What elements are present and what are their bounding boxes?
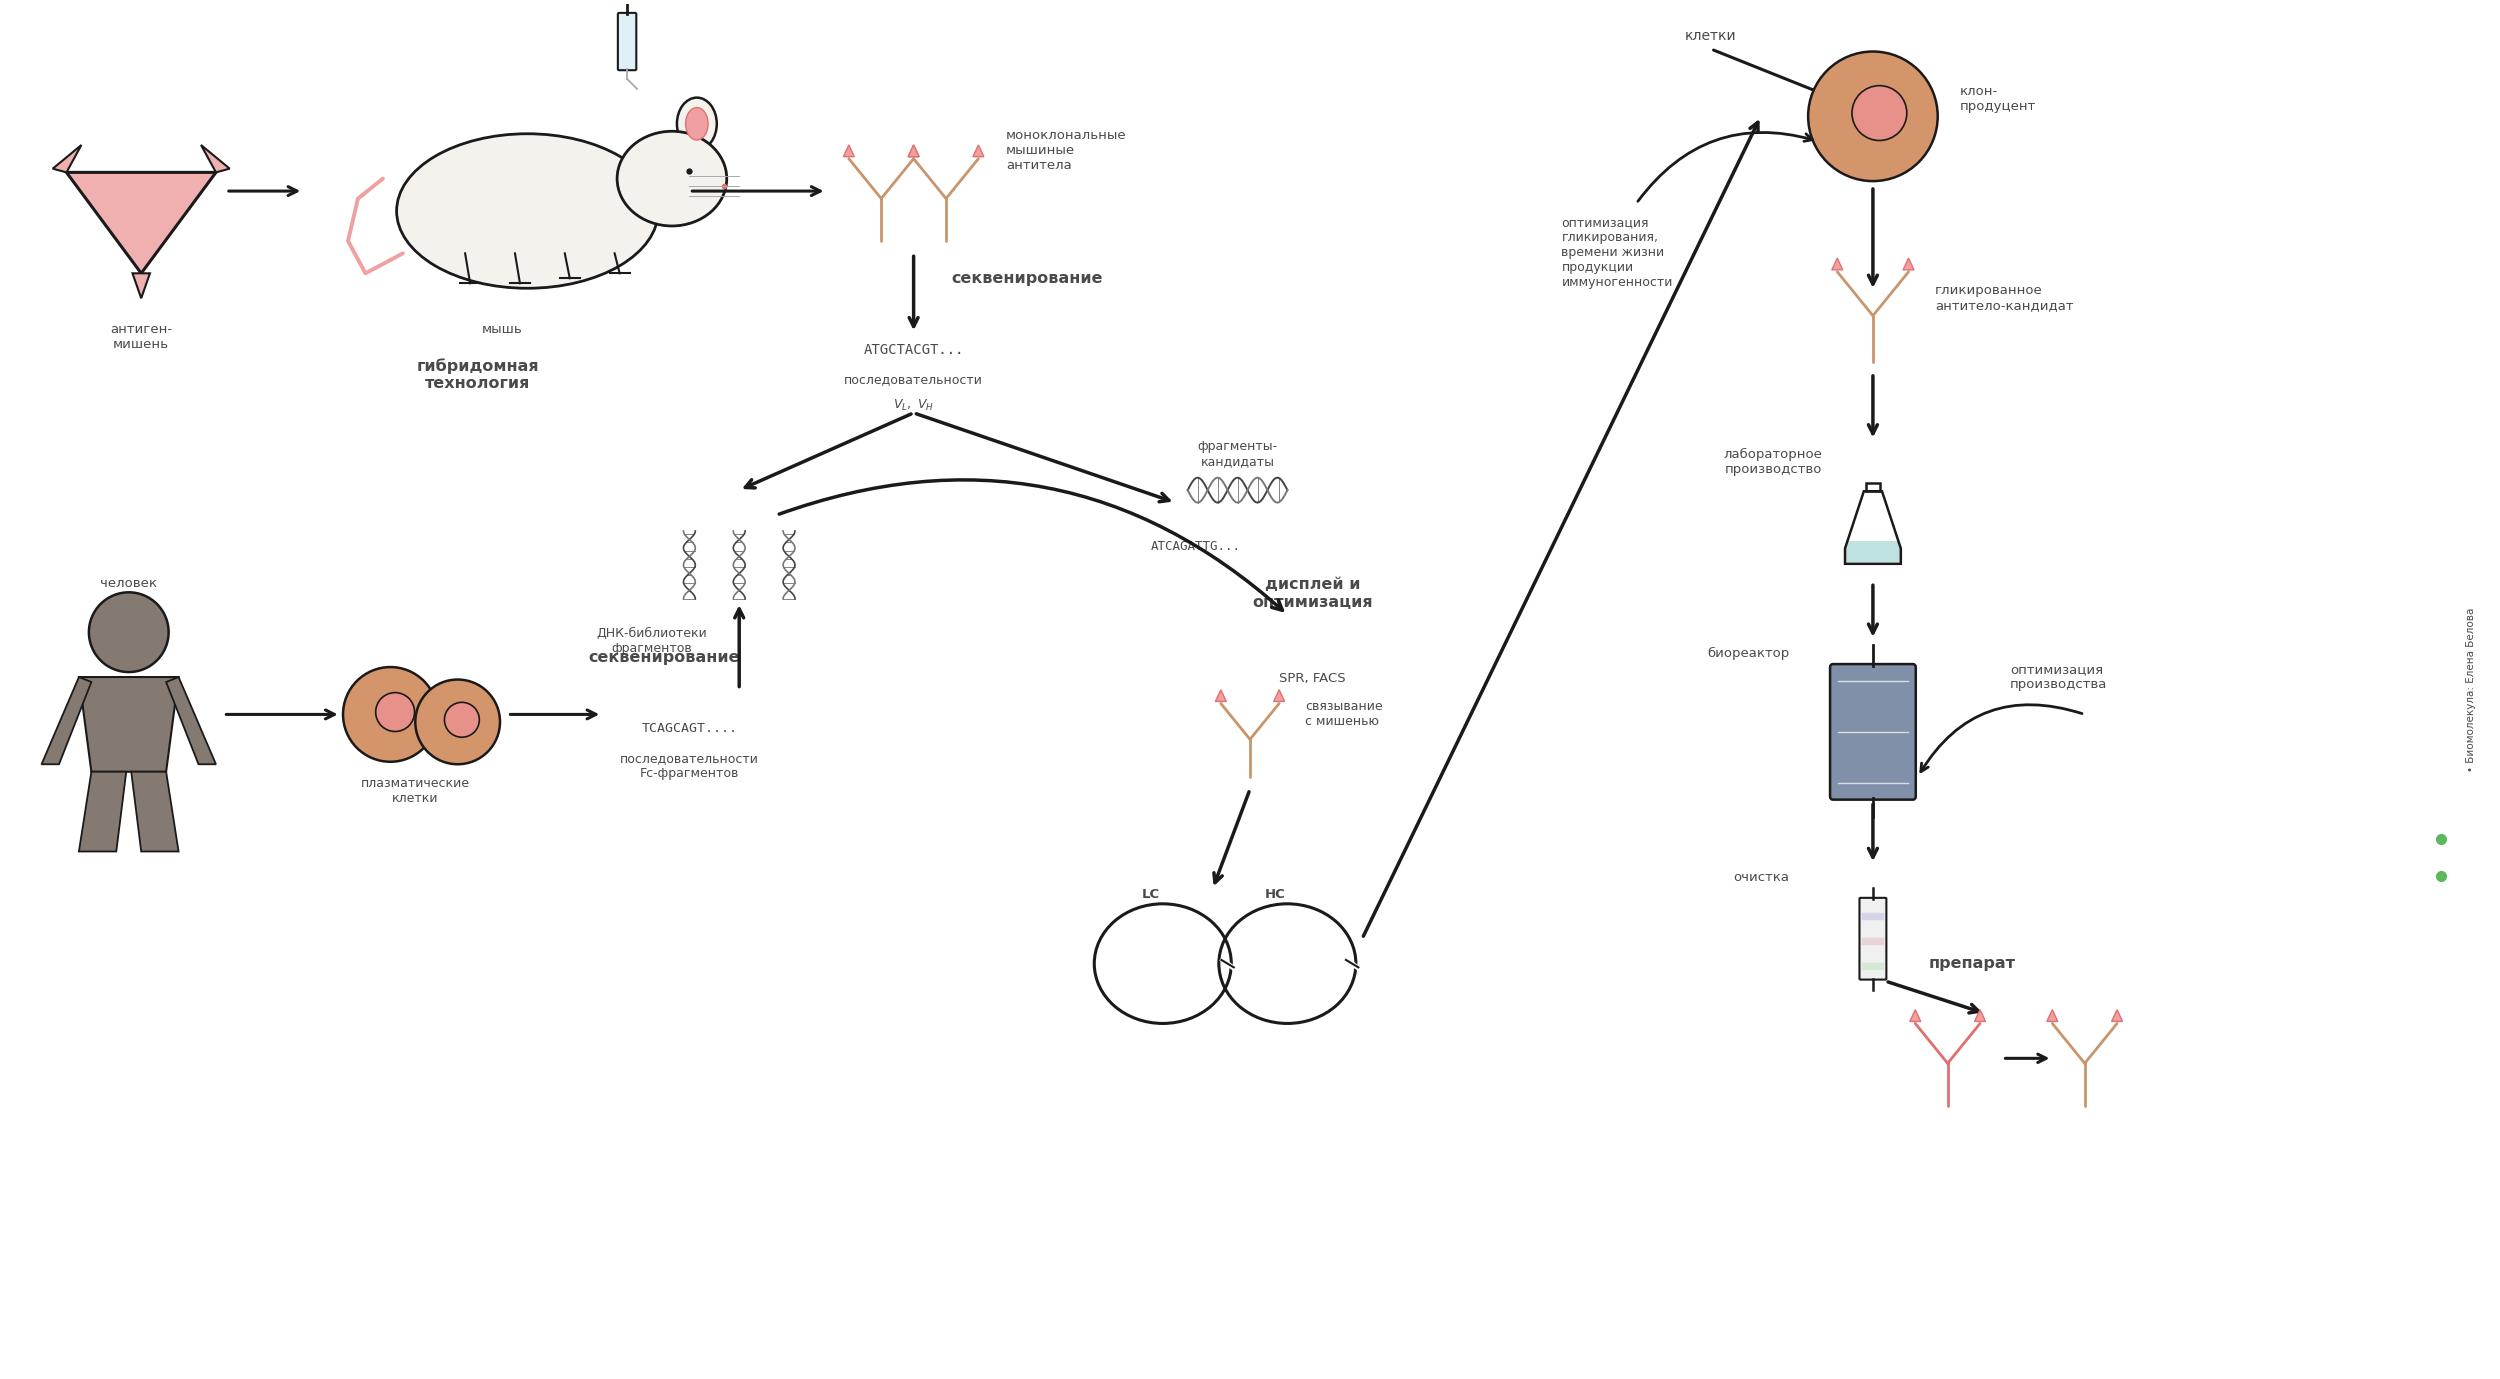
FancyBboxPatch shape — [618, 12, 638, 70]
Text: человек: человек — [100, 578, 158, 590]
Text: препарат: препарат — [1930, 956, 2015, 971]
Polygon shape — [842, 145, 855, 157]
Circle shape — [445, 702, 480, 738]
Polygon shape — [908, 145, 920, 157]
Text: моноклональные
мышиные
антитела: моноклональные мышиные антитела — [1005, 128, 1128, 172]
Text: $V_L,\ V_H$: $V_L,\ V_H$ — [892, 399, 935, 414]
Polygon shape — [1845, 542, 1900, 563]
FancyBboxPatch shape — [1862, 913, 1885, 920]
Circle shape — [375, 692, 415, 731]
Text: клон-
продуцент: клон- продуцент — [1960, 85, 2037, 113]
Polygon shape — [132, 273, 150, 298]
Circle shape — [342, 667, 437, 761]
Text: ATGCTACGT...: ATGCTACGT... — [862, 343, 965, 357]
Polygon shape — [1215, 690, 1228, 702]
FancyBboxPatch shape — [1862, 963, 1885, 969]
Text: секвенирование: секвенирование — [588, 650, 740, 665]
Text: лабораторное
производство: лабораторное производство — [1725, 448, 1822, 476]
Polygon shape — [908, 145, 920, 157]
Polygon shape — [972, 145, 985, 157]
Ellipse shape — [678, 98, 717, 150]
Text: биореактор: биореактор — [1708, 647, 1790, 661]
FancyBboxPatch shape — [1860, 898, 1888, 979]
Text: оптимизация
гликирования,
времени жизни
продукции
иммуногенности: оптимизация гликирования, времени жизни … — [1562, 217, 1672, 290]
FancyBboxPatch shape — [1862, 938, 1885, 945]
Text: фрагменты-
кандидаты: фрагменты- кандидаты — [1198, 440, 1278, 469]
Text: гликированное
антитело-кандидат: гликированное антитело-кандидат — [1935, 284, 2072, 312]
Text: гибридомная
технология: гибридомная технология — [418, 359, 540, 392]
Text: последовательности
Fc-фрагментов: последовательности Fc-фрагментов — [620, 752, 760, 779]
Circle shape — [1852, 85, 1908, 141]
Polygon shape — [200, 145, 230, 172]
Text: HC: HC — [1265, 888, 1285, 902]
Text: ATCAGATTG...: ATCAGATTG... — [1150, 541, 1240, 553]
Ellipse shape — [398, 134, 658, 288]
Circle shape — [1808, 51, 1938, 181]
Polygon shape — [1910, 1009, 1920, 1022]
Text: последовательности: последовательности — [845, 372, 982, 386]
Polygon shape — [1975, 1009, 1985, 1022]
Polygon shape — [42, 677, 92, 764]
Text: связывание
с мишенью: связывание с мишенью — [1305, 701, 1382, 728]
Polygon shape — [80, 772, 128, 851]
Polygon shape — [1272, 690, 1285, 702]
Text: оптимизация
производства: оптимизация производства — [2010, 663, 2108, 691]
Text: • Биомолекула: Елена Белова: • Биомолекула: Елена Белова — [2465, 607, 2475, 772]
Text: дисплей и
оптимизация: дисплей и оптимизация — [1252, 578, 1372, 610]
Polygon shape — [52, 145, 82, 172]
Text: LC: LC — [1142, 888, 1160, 902]
Polygon shape — [130, 772, 178, 851]
Text: ДНК-библиотеки
фрагментов: ДНК-библиотеки фрагментов — [598, 627, 708, 655]
Text: TCAGCAGT....: TCAGCAGT.... — [642, 721, 738, 735]
Polygon shape — [1902, 258, 1915, 270]
FancyBboxPatch shape — [1830, 665, 1915, 800]
Polygon shape — [2047, 1009, 2058, 1022]
Text: очистка: очистка — [1732, 872, 1790, 884]
Polygon shape — [1832, 258, 1842, 270]
Circle shape — [415, 680, 500, 764]
Ellipse shape — [618, 131, 728, 226]
Polygon shape — [2112, 1009, 2122, 1022]
Circle shape — [90, 593, 168, 672]
Polygon shape — [68, 172, 215, 273]
Text: антиген-
мишень: антиген- мишень — [110, 323, 173, 352]
Text: мышь: мышь — [482, 323, 522, 336]
Polygon shape — [165, 677, 215, 764]
Text: клетки: клетки — [1685, 29, 1737, 43]
Text: SPR, FACS: SPR, FACS — [1280, 672, 1345, 685]
Polygon shape — [80, 677, 178, 772]
Text: плазматические
клетки: плазматические клетки — [360, 776, 470, 805]
Ellipse shape — [685, 108, 707, 141]
Text: секвенирование: секвенирование — [950, 270, 1102, 285]
